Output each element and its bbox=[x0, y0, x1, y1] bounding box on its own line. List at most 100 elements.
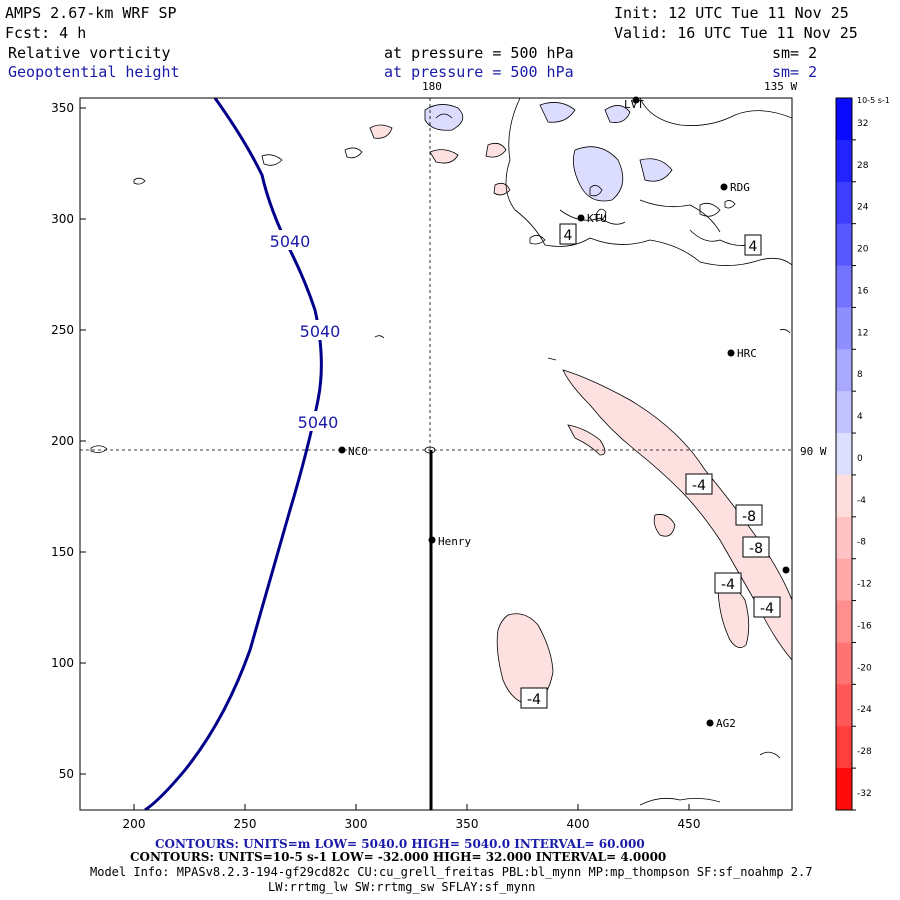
station-marker bbox=[338, 446, 346, 454]
station-label: NCO bbox=[348, 445, 368, 458]
model-title: AMPS 2.67-km WRF SP bbox=[5, 4, 177, 22]
colorbar-tick-label: -28 bbox=[857, 747, 872, 757]
y-tick-label: 50 bbox=[59, 767, 74, 781]
field1-level: at pressure = 500 hPa bbox=[384, 44, 574, 62]
y-tick-label: 100 bbox=[51, 656, 74, 670]
colorbar-tick-label: -20 bbox=[857, 663, 872, 673]
contours-vorticity-info: CONTOURS: UNITS=10-5 s-1 LOW= -32.000 HI… bbox=[130, 850, 667, 864]
negative-vorticity-areas bbox=[369, 124, 792, 706]
colorbar: 32 28 24 20 16 12 8 4 0 -4 -8 -12 -16 -20 -24 -28 -32 bbox=[835, 97, 872, 811]
init-time: Init: 12 UTC Tue 11 Nov 25 bbox=[614, 4, 849, 22]
colorbar-segment bbox=[836, 307, 852, 350]
height-label: 5040 bbox=[300, 322, 341, 341]
colorbar-tick-label: -8 bbox=[857, 538, 866, 548]
colorbar-segment bbox=[836, 684, 852, 727]
colorbar-tick-label: 4 bbox=[857, 412, 863, 422]
y-tick-label: 150 bbox=[51, 545, 74, 559]
parallel-90w-label: 90 W bbox=[800, 445, 827, 458]
colorbar-segment bbox=[836, 474, 852, 518]
colorbar-segment bbox=[836, 558, 852, 602]
station-label: HRC bbox=[737, 347, 757, 360]
colorbar-segment bbox=[836, 139, 852, 183]
station-marker bbox=[577, 214, 585, 222]
y-tick-label: 350 bbox=[51, 101, 74, 115]
vorticity-label: 4 bbox=[564, 228, 573, 244]
field2-name: Geopotential height bbox=[8, 63, 180, 81]
field2-smoothing: sm= 2 bbox=[772, 63, 818, 81]
vorticity-label: -8 bbox=[749, 541, 763, 557]
station-marker bbox=[706, 719, 714, 727]
colorbar-segment bbox=[836, 642, 852, 685]
vorticity-label: -4 bbox=[760, 601, 774, 617]
colorbar-segment bbox=[836, 223, 852, 267]
colorbar-tick-label: 8 bbox=[857, 370, 863, 380]
colorbar-segment bbox=[836, 600, 852, 643]
station-label: AG2 bbox=[716, 717, 736, 730]
colorbar-tick-label: 28 bbox=[857, 161, 869, 171]
model-info-2: LW:rrtmg_lw SW:rrtmg_sw SFLAY:sf_mynn bbox=[268, 880, 536, 894]
pole-marker bbox=[424, 446, 436, 454]
colorbar-segment bbox=[836, 516, 852, 560]
meridian-135w-label: 135 W bbox=[764, 80, 797, 93]
y-tick-label: 300 bbox=[51, 212, 74, 226]
contours-height-info: CONTOURS: UNITS=m LOW= 5040.0 HIGH= 5040… bbox=[155, 837, 645, 851]
colorbar-tick-label: 16 bbox=[857, 286, 869, 296]
vorticity-label: 4 bbox=[749, 239, 758, 255]
colorbar-tick-label: -4 bbox=[857, 496, 866, 506]
station-label: Henry bbox=[438, 535, 471, 548]
colorbar-tick-label: 20 bbox=[857, 245, 869, 255]
colorbar-segment bbox=[836, 181, 852, 225]
station-marker bbox=[727, 349, 735, 357]
vorticity-label: -4 bbox=[527, 692, 541, 708]
forecast-hour: Fcst: 4 h bbox=[5, 24, 87, 42]
valid-time: Valid: 16 UTC Tue 11 Nov 25 bbox=[614, 24, 858, 42]
model-info: Model Info: MPASv8.2.3-194-gf29cd82c CU:… bbox=[90, 865, 813, 879]
colorbar-tick-label: 12 bbox=[857, 328, 868, 338]
colorbar-tick-label: -12 bbox=[857, 580, 872, 590]
colorbar-tick-label: -32 bbox=[857, 789, 872, 799]
colorbar-tick-label: -16 bbox=[857, 621, 872, 631]
meridian-180-label: 180 bbox=[422, 80, 442, 93]
height-label: 5040 bbox=[270, 232, 311, 251]
x-tick-label: 250 bbox=[234, 817, 257, 831]
x-tick-label: 400 bbox=[567, 817, 590, 831]
colorbar-segment bbox=[836, 98, 852, 141]
colorbar-tick-label: 32 bbox=[857, 119, 868, 129]
axis-ticks bbox=[80, 107, 690, 810]
field1-smoothing: sm= 2 bbox=[772, 44, 818, 62]
colorbar-tick-label: 24 bbox=[857, 203, 869, 213]
colorbar-segment bbox=[836, 349, 852, 392]
colorbar-segment bbox=[836, 433, 852, 476]
station-label: RDG bbox=[730, 181, 750, 194]
positive-vorticity-areas bbox=[424, 102, 673, 202]
x-tick-label: 350 bbox=[456, 817, 479, 831]
vorticity-label: -4 bbox=[721, 577, 735, 593]
y-tick-label: 200 bbox=[51, 434, 74, 448]
colorbar-segment bbox=[836, 768, 852, 811]
colorbar-border bbox=[835, 97, 853, 811]
colorbar-unit: 10-5 s-1 bbox=[857, 96, 890, 105]
station-marker bbox=[632, 96, 640, 104]
height-contour-5040 bbox=[144, 98, 323, 810]
x-tick-label: 300 bbox=[345, 817, 368, 831]
y-tick-label: 250 bbox=[51, 323, 74, 337]
field2-level: at pressure = 500 hPa bbox=[384, 63, 574, 81]
station-marker bbox=[428, 536, 436, 544]
station-marker bbox=[782, 566, 790, 574]
x-tick-label: 450 bbox=[678, 817, 701, 831]
colorbar-segment bbox=[836, 726, 852, 769]
station-label: KTU bbox=[587, 212, 607, 225]
colorbar-segment bbox=[836, 391, 852, 434]
map-frame bbox=[79, 97, 793, 811]
station-label: LVT bbox=[624, 98, 644, 111]
x-tick-label: 200 bbox=[123, 817, 146, 831]
colorbar-tick-label: 0 bbox=[857, 454, 863, 464]
vorticity-label: -4 bbox=[692, 478, 706, 494]
field1-name: Relative vorticity bbox=[8, 44, 171, 62]
height-label: 5040 bbox=[298, 413, 339, 432]
colorbar-tick-label: -24 bbox=[857, 705, 872, 715]
vorticity-label: -8 bbox=[742, 509, 756, 525]
colorbar-segment bbox=[836, 265, 852, 308]
station-marker bbox=[720, 183, 728, 191]
